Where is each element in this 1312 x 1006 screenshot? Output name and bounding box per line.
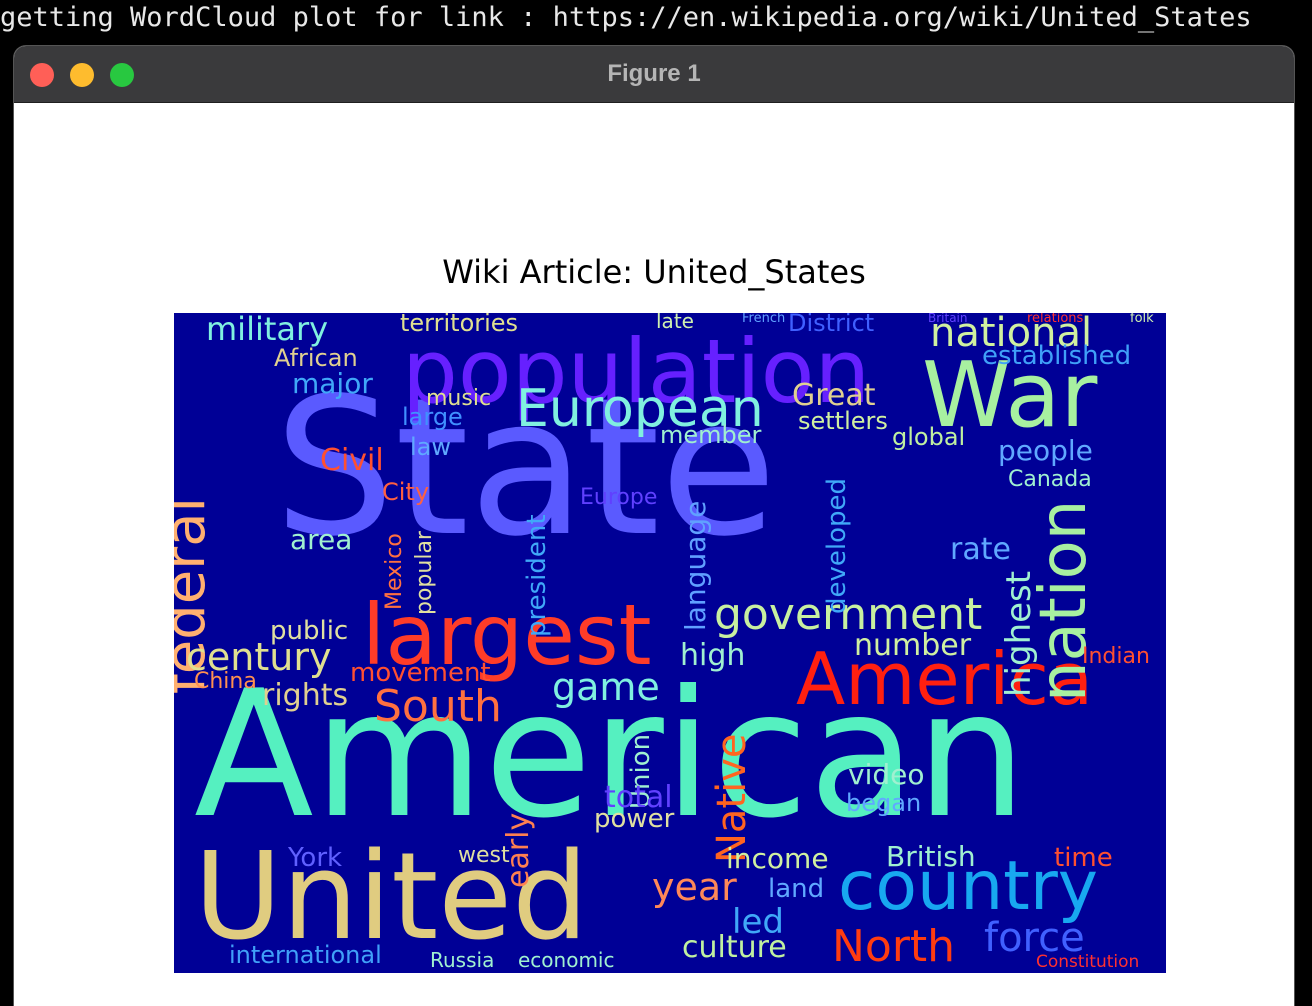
word-america: America [796, 637, 1093, 721]
word-high: high [680, 638, 746, 673]
word-large: large [402, 403, 463, 431]
word-power: power [594, 804, 675, 834]
word-united: United [194, 828, 589, 967]
word-economic: economic [518, 948, 615, 972]
word-constitution: Constitution [1036, 952, 1140, 972]
word-led: led [732, 902, 784, 942]
word-north: North [832, 921, 956, 972]
word-culture: culture [682, 930, 787, 965]
word-britain: Britain [928, 313, 968, 325]
word-major: major [292, 367, 373, 400]
word-south: South [374, 681, 502, 732]
plot-title: Wiki Article: United_States [442, 253, 866, 291]
word-video: video [848, 758, 925, 791]
word-time: time [1054, 843, 1113, 873]
word-york: York [288, 843, 343, 873]
word-city: City [382, 478, 430, 506]
word-popular: popular [412, 531, 437, 615]
word-china: China [194, 669, 257, 694]
word-highest: highest [999, 570, 1039, 697]
word-law: law [410, 433, 452, 461]
word-president: president [522, 514, 552, 637]
window-titlebar[interactable]: Figure 1 [14, 46, 1294, 103]
word-civil: Civil [320, 443, 384, 478]
word-income: income [726, 842, 829, 875]
word-established: established [982, 341, 1132, 371]
word-europe: Europe [580, 485, 658, 510]
wordcloud-image: State American United population War largest A… [174, 313, 1166, 973]
word-war: War [922, 343, 1098, 448]
word-government: government [714, 589, 983, 640]
word-district: District [788, 313, 875, 337]
word-game: game [552, 665, 660, 709]
word-largest: largest [362, 586, 652, 684]
word-territories: territories [400, 313, 519, 337]
word-country: country [838, 847, 1099, 926]
word-language: language [679, 500, 712, 631]
word-population: population [402, 320, 871, 423]
figure-window: Figure 1 Wiki Article: United_States Sta… [14, 46, 1294, 1006]
word-great: Great [792, 378, 876, 413]
word-american: American [194, 654, 1027, 857]
word-century: century [186, 635, 332, 679]
word-russia: Russia [430, 948, 495, 972]
word-relations: relations [1027, 313, 1084, 326]
word-land: land [768, 874, 825, 904]
word-began: began [846, 789, 922, 817]
word-rights: rights [262, 678, 349, 713]
zoom-window-button[interactable] [110, 63, 134, 87]
word-military: military [206, 313, 329, 348]
word-people: people [998, 434, 1093, 467]
word-settlers: settlers [798, 407, 888, 435]
word-force: force [984, 915, 1085, 961]
word-state: State [274, 357, 777, 578]
word-national: national [930, 313, 1093, 356]
word-area: area [290, 523, 353, 556]
word-late: late [656, 313, 694, 333]
minimize-window-button[interactable] [70, 63, 94, 87]
word-movement: movement [350, 658, 491, 688]
word-european: European [516, 379, 764, 439]
window-title: Figure 1 [607, 60, 701, 87]
word-indian: Indian [1082, 644, 1150, 669]
word-music: music [426, 386, 492, 411]
word-total: total [604, 780, 673, 815]
word-global: global [892, 423, 966, 451]
word-african: African [274, 344, 358, 372]
close-window-button[interactable] [30, 63, 54, 87]
word-nation: nation [1027, 499, 1101, 702]
word-public: public [270, 616, 349, 646]
word-french: French [742, 313, 786, 326]
word-international: international [229, 941, 382, 969]
word-british: British [886, 840, 976, 873]
word-rate: rate [950, 532, 1011, 567]
word-west: west [458, 843, 510, 868]
word-canada: Canada [1008, 467, 1092, 492]
word-year: year [652, 865, 737, 909]
word-mexico: Mexico [382, 533, 407, 610]
terminal-output-line: getting WordCloud plot for link : https:… [0, 2, 1252, 33]
word-developed: developed [822, 477, 852, 614]
word-folk: folk [1130, 313, 1154, 326]
word-member: member [660, 421, 762, 449]
figure-canvas: Wiki Article: United_States State America… [14, 103, 1294, 1006]
word-number: number [854, 628, 972, 663]
